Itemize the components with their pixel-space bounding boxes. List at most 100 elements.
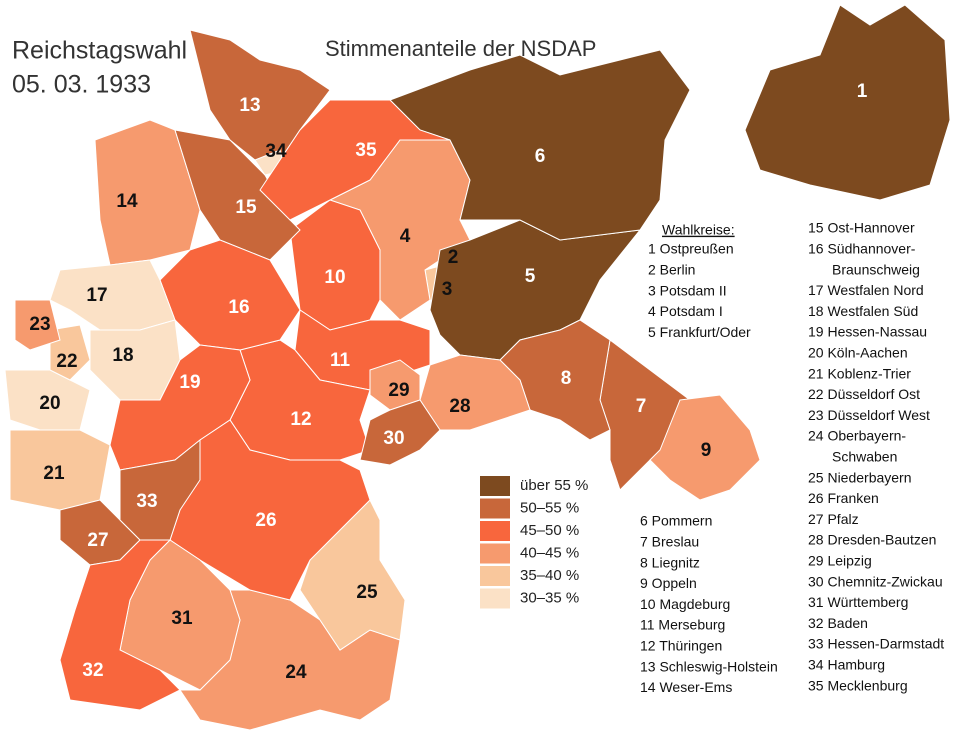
- list-entry: 22 Düsseldorf Ost: [808, 386, 920, 402]
- region: [744, 4, 951, 201]
- region-label: 33: [136, 491, 157, 512]
- list-entry: 18 Westfalen Süd: [808, 303, 918, 319]
- region-label: 27: [87, 530, 108, 551]
- legend-label: 30–35 %: [520, 589, 579, 606]
- legend-label: 50–55 %: [520, 499, 579, 516]
- list-entry: 19 Hessen-Nassau: [808, 324, 927, 340]
- region: [299, 499, 406, 651]
- list-entry: 4 Potsdam I: [648, 303, 723, 319]
- title-line: 05. 03. 1933: [12, 71, 151, 99]
- list-entry: 7 Breslau: [640, 534, 699, 550]
- region-label: 5: [525, 266, 536, 287]
- region-label: 23: [29, 314, 50, 335]
- legend-swatch: [480, 543, 510, 564]
- legend-label: über 55 %: [520, 477, 588, 494]
- list-heading: Wahlkreise:: [662, 222, 735, 238]
- wahlkreise-list: Wahlkreise: 1 Ostpreußen 2 Berlin 3 Potsdam…: [640, 220, 944, 695]
- legend-swatch: [480, 498, 510, 519]
- region-label: 14: [116, 191, 138, 212]
- region: [174, 129, 301, 261]
- region: [389, 49, 691, 241]
- list-entry: 35 Mecklenburg: [808, 677, 908, 693]
- legend-swatch: [480, 476, 510, 496]
- list-entry: 24 Oberbayern-: [808, 428, 906, 444]
- list-entry: 29 Leipzig: [808, 553, 872, 569]
- legend-swatch: [480, 566, 510, 586]
- region-label: 29: [388, 380, 409, 401]
- list-entry: 32 Baden: [808, 615, 868, 631]
- region-label: 13: [239, 95, 260, 116]
- region-label: 16: [228, 297, 249, 318]
- region: [109, 344, 251, 471]
- list-entry: 10 Magdeburg: [640, 596, 730, 612]
- region: [14, 299, 61, 351]
- region: [359, 399, 441, 466]
- title-line: Reichstagswahl: [12, 37, 187, 65]
- region-label: 25: [356, 582, 378, 603]
- list-entry: 33 Hessen-Darmstadt: [808, 636, 944, 652]
- list-entry: 14 Weser-Ems: [640, 679, 732, 695]
- list-entry: 12 Thüringen: [640, 638, 722, 654]
- region-label: 30: [383, 428, 404, 449]
- legend-label: 40–45 %: [520, 544, 579, 561]
- region-label: 18: [112, 345, 133, 366]
- region: [259, 99, 451, 221]
- region-label: 32: [82, 660, 103, 681]
- region-label: 1: [857, 81, 868, 102]
- list-entry: 13 Schleswig-Holstein: [640, 658, 778, 674]
- region: [49, 259, 176, 331]
- region-label: 10: [324, 267, 345, 288]
- list-entry: 34 Hamburg: [808, 657, 885, 673]
- list-entry: 21 Koblenz-Trier: [808, 365, 911, 381]
- region-label: 12: [290, 409, 311, 430]
- region-label: 31: [171, 608, 193, 629]
- region-label: 22: [56, 351, 77, 372]
- legend: über 55 % 50–55 % 45–50 % 40–45 % 35–40 % 30–…: [480, 476, 588, 609]
- list-entry: 28 Dresden-Bautzen: [808, 532, 936, 548]
- region-label: 2: [448, 247, 459, 268]
- region-label: 9: [701, 440, 712, 461]
- region-label: 26: [255, 510, 276, 531]
- legend-swatch: [480, 588, 510, 609]
- region-label: 6: [535, 146, 546, 167]
- list-entry: 27 Pfalz: [808, 511, 859, 527]
- list-entry: 25 Niederbayern: [808, 469, 912, 485]
- regions: [4, 4, 951, 731]
- region-label: 8: [561, 368, 572, 389]
- list-entry: 31 Württemberg: [808, 594, 908, 610]
- region: [119, 438, 201, 541]
- list-entry: 15 Ost-Hannover: [808, 220, 915, 236]
- list-entry: 9 Oppeln: [640, 575, 697, 591]
- list-entry: 16 Südhannover-: [808, 241, 916, 257]
- region-label: 19: [179, 372, 200, 393]
- region-label: 35: [355, 140, 377, 161]
- legend-label: 35–40 %: [520, 567, 579, 584]
- subtitle: Stimmenanteile der NSDAP: [325, 36, 596, 61]
- list-entry: 5 Frankfurt/Oder: [648, 324, 751, 340]
- region-label: 21: [43, 463, 65, 484]
- list-entry: 6 Pommern: [640, 513, 712, 529]
- region-label: 7: [636, 396, 647, 417]
- list-entry: 26 Franken: [808, 490, 879, 506]
- list-entry: 20 Köln-Aachen: [808, 345, 908, 361]
- region-label: 34: [265, 141, 287, 162]
- region: [649, 394, 761, 501]
- region-label: 17: [86, 285, 107, 306]
- region-label: 15: [235, 197, 257, 218]
- list-entry: 17 Westfalen Nord: [808, 282, 924, 298]
- list-entry: 3 Potsdam II: [648, 282, 727, 298]
- region-label: 3: [442, 279, 453, 300]
- list-entry: 30 Chemnitz-Zwickau: [808, 573, 943, 589]
- list-entry: 2 Berlin: [648, 262, 695, 278]
- legend-swatch: [480, 521, 510, 541]
- region-label: 24: [285, 662, 307, 683]
- list-entry: 8 Liegnitz: [640, 554, 700, 570]
- region-label: 4: [400, 226, 411, 247]
- region: [9, 429, 111, 511]
- legend-label: 45–50 %: [520, 522, 579, 539]
- region-label: 28: [449, 396, 470, 417]
- list-entry: Schwaben: [832, 449, 897, 465]
- region-label: 20: [39, 393, 60, 414]
